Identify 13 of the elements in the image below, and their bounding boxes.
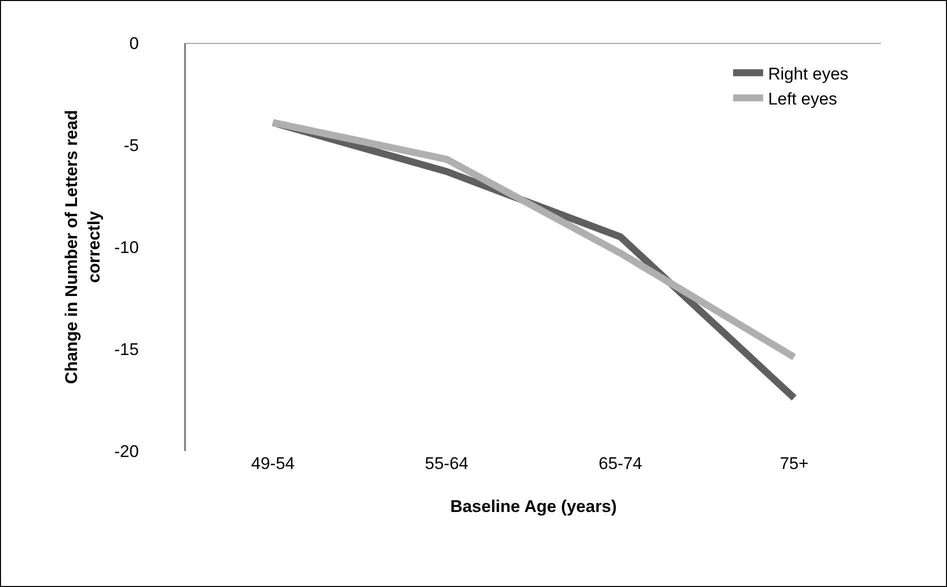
y-tick-label: -5: [124, 136, 139, 155]
y-axis-title: Change in Number of Letters read correctly: [62, 110, 104, 384]
x-tick-label: 55-64: [424, 454, 468, 473]
x-tick-label: 65-74: [598, 454, 642, 473]
y-tick-label: -10: [114, 238, 139, 257]
y-tick-label: -15: [114, 340, 139, 359]
x-tick-label: 75+: [780, 454, 809, 473]
x-tick-label: 49-54: [251, 454, 295, 473]
legend-label: Left eyes: [768, 90, 838, 109]
y-tick-label: 0: [129, 34, 139, 53]
x-axis-title: Baseline Age (years): [450, 497, 617, 516]
legend-label: Right eyes: [768, 64, 848, 84]
y-tick-label: -20: [114, 442, 139, 461]
